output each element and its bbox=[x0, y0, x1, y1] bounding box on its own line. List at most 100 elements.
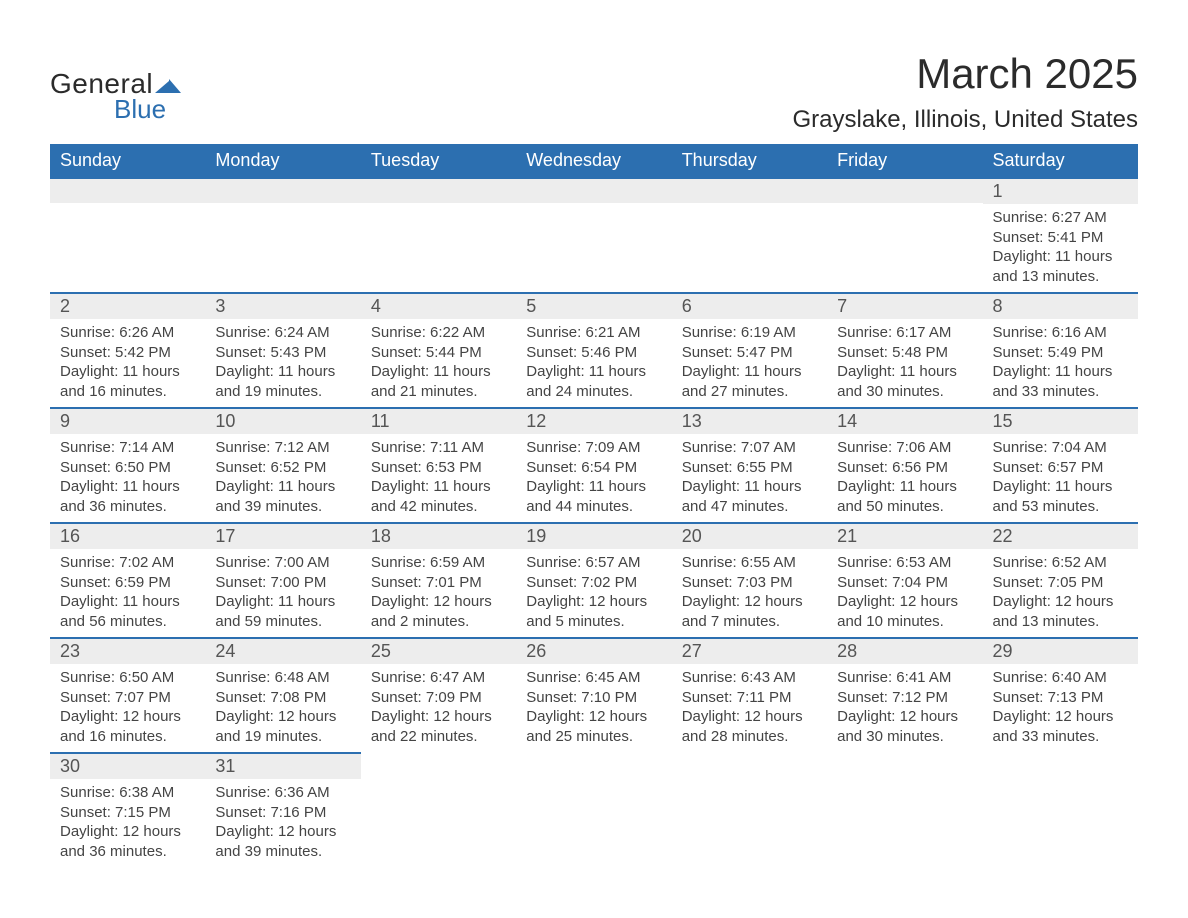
day-number: 1 bbox=[983, 179, 1138, 204]
day-details: Sunrise: 6:53 AMSunset: 7:04 PMDaylight:… bbox=[827, 549, 982, 637]
sunset-line: Sunset: 5:49 PM bbox=[993, 343, 1128, 363]
empty-day-body bbox=[516, 203, 671, 283]
calendar-cell: 30Sunrise: 6:38 AMSunset: 7:15 PMDayligh… bbox=[50, 753, 205, 867]
sunset-line: Sunset: 6:57 PM bbox=[993, 458, 1128, 478]
calendar-cell: 19Sunrise: 6:57 AMSunset: 7:02 PMDayligh… bbox=[516, 523, 671, 638]
day-details: Sunrise: 6:26 AMSunset: 5:42 PMDaylight:… bbox=[50, 319, 205, 407]
sunrise-line: Sunrise: 6:22 AM bbox=[371, 323, 506, 343]
sunset-line: Sunset: 7:05 PM bbox=[993, 573, 1128, 593]
sunrise-line: Sunrise: 6:55 AM bbox=[682, 553, 817, 573]
day-number: 3 bbox=[205, 294, 360, 319]
sunrise-line: Sunrise: 6:19 AM bbox=[682, 323, 817, 343]
calendar-cell: 31Sunrise: 6:36 AMSunset: 7:16 PMDayligh… bbox=[205, 753, 360, 867]
day-number: 29 bbox=[983, 639, 1138, 664]
daylight-line: Daylight: 11 hours and 50 minutes. bbox=[837, 477, 972, 516]
sunset-line: Sunset: 6:50 PM bbox=[60, 458, 195, 478]
daylight-line: Daylight: 11 hours and 59 minutes. bbox=[215, 592, 350, 631]
sunset-line: Sunset: 5:47 PM bbox=[682, 343, 817, 363]
sunrise-line: Sunrise: 6:50 AM bbox=[60, 668, 195, 688]
sunrise-line: Sunrise: 7:02 AM bbox=[60, 553, 195, 573]
day-number: 16 bbox=[50, 524, 205, 549]
daylight-line: Daylight: 11 hours and 47 minutes. bbox=[682, 477, 817, 516]
sunset-line: Sunset: 7:15 PM bbox=[60, 803, 195, 823]
day-number: 2 bbox=[50, 294, 205, 319]
sunset-line: Sunset: 7:03 PM bbox=[682, 573, 817, 593]
day-details: Sunrise: 6:43 AMSunset: 7:11 PMDaylight:… bbox=[672, 664, 827, 752]
daylight-line: Daylight: 12 hours and 22 minutes. bbox=[371, 707, 506, 746]
calendar-table: SundayMondayTuesdayWednesdayThursdayFrid… bbox=[50, 144, 1138, 867]
daylight-line: Daylight: 12 hours and 25 minutes. bbox=[526, 707, 661, 746]
day-details: Sunrise: 7:14 AMSunset: 6:50 PMDaylight:… bbox=[50, 434, 205, 522]
day-details: Sunrise: 6:17 AMSunset: 5:48 PMDaylight:… bbox=[827, 319, 982, 407]
day-number: 28 bbox=[827, 639, 982, 664]
calendar-cell bbox=[516, 753, 671, 867]
sunrise-line: Sunrise: 6:41 AM bbox=[837, 668, 972, 688]
calendar-week-row: 2Sunrise: 6:26 AMSunset: 5:42 PMDaylight… bbox=[50, 293, 1138, 408]
day-details: Sunrise: 6:55 AMSunset: 7:03 PMDaylight:… bbox=[672, 549, 827, 637]
empty-day-number bbox=[827, 179, 982, 203]
calendar-cell bbox=[827, 178, 982, 293]
sunset-line: Sunset: 6:59 PM bbox=[60, 573, 195, 593]
weekday-header: Thursday bbox=[672, 144, 827, 178]
calendar-cell bbox=[361, 753, 516, 867]
calendar-cell: 9Sunrise: 7:14 AMSunset: 6:50 PMDaylight… bbox=[50, 408, 205, 523]
calendar-cell bbox=[827, 753, 982, 867]
calendar-cell bbox=[361, 178, 516, 293]
day-details: Sunrise: 6:50 AMSunset: 7:07 PMDaylight:… bbox=[50, 664, 205, 752]
sunrise-line: Sunrise: 6:24 AM bbox=[215, 323, 350, 343]
sunrise-line: Sunrise: 7:00 AM bbox=[215, 553, 350, 573]
sunrise-line: Sunrise: 7:11 AM bbox=[371, 438, 506, 458]
sunrise-line: Sunrise: 6:52 AM bbox=[993, 553, 1128, 573]
day-details: Sunrise: 6:19 AMSunset: 5:47 PMDaylight:… bbox=[672, 319, 827, 407]
daylight-line: Daylight: 11 hours and 24 minutes. bbox=[526, 362, 661, 401]
calendar-cell: 4Sunrise: 6:22 AMSunset: 5:44 PMDaylight… bbox=[361, 293, 516, 408]
sunset-line: Sunset: 5:42 PM bbox=[60, 343, 195, 363]
calendar-cell: 23Sunrise: 6:50 AMSunset: 7:07 PMDayligh… bbox=[50, 638, 205, 753]
calendar-cell: 20Sunrise: 6:55 AMSunset: 7:03 PMDayligh… bbox=[672, 523, 827, 638]
calendar-cell: 3Sunrise: 6:24 AMSunset: 5:43 PMDaylight… bbox=[205, 293, 360, 408]
day-details: Sunrise: 7:12 AMSunset: 6:52 PMDaylight:… bbox=[205, 434, 360, 522]
daylight-line: Daylight: 12 hours and 16 minutes. bbox=[60, 707, 195, 746]
calendar-cell bbox=[516, 178, 671, 293]
daylight-line: Daylight: 12 hours and 10 minutes. bbox=[837, 592, 972, 631]
day-number: 19 bbox=[516, 524, 671, 549]
day-number: 22 bbox=[983, 524, 1138, 549]
daylight-line: Daylight: 12 hours and 30 minutes. bbox=[837, 707, 972, 746]
calendar-cell: 21Sunrise: 6:53 AMSunset: 7:04 PMDayligh… bbox=[827, 523, 982, 638]
daylight-line: Daylight: 12 hours and 5 minutes. bbox=[526, 592, 661, 631]
empty-day-body bbox=[672, 203, 827, 283]
logo-text-blue: Blue bbox=[114, 94, 166, 125]
calendar-cell: 1Sunrise: 6:27 AMSunset: 5:41 PMDaylight… bbox=[983, 178, 1138, 293]
day-details: Sunrise: 6:22 AMSunset: 5:44 PMDaylight:… bbox=[361, 319, 516, 407]
empty-day-body bbox=[361, 203, 516, 283]
sunrise-line: Sunrise: 6:47 AM bbox=[371, 668, 506, 688]
daylight-line: Daylight: 11 hours and 19 minutes. bbox=[215, 362, 350, 401]
empty-day-number bbox=[361, 179, 516, 203]
day-details: Sunrise: 6:41 AMSunset: 7:12 PMDaylight:… bbox=[827, 664, 982, 752]
calendar-cell bbox=[983, 753, 1138, 867]
daylight-line: Daylight: 12 hours and 13 minutes. bbox=[993, 592, 1128, 631]
day-number: 15 bbox=[983, 409, 1138, 434]
sunrise-line: Sunrise: 6:40 AM bbox=[993, 668, 1128, 688]
calendar-cell: 15Sunrise: 7:04 AMSunset: 6:57 PMDayligh… bbox=[983, 408, 1138, 523]
sunset-line: Sunset: 6:55 PM bbox=[682, 458, 817, 478]
sunset-line: Sunset: 5:46 PM bbox=[526, 343, 661, 363]
sunset-line: Sunset: 7:04 PM bbox=[837, 573, 972, 593]
daylight-line: Daylight: 12 hours and 19 minutes. bbox=[215, 707, 350, 746]
sunset-line: Sunset: 5:48 PM bbox=[837, 343, 972, 363]
sunset-line: Sunset: 7:13 PM bbox=[993, 688, 1128, 708]
sunset-line: Sunset: 7:07 PM bbox=[60, 688, 195, 708]
sunrise-line: Sunrise: 6:38 AM bbox=[60, 783, 195, 803]
calendar-cell: 27Sunrise: 6:43 AMSunset: 7:11 PMDayligh… bbox=[672, 638, 827, 753]
calendar-cell: 17Sunrise: 7:00 AMSunset: 7:00 PMDayligh… bbox=[205, 523, 360, 638]
day-details: Sunrise: 6:38 AMSunset: 7:15 PMDaylight:… bbox=[50, 779, 205, 867]
calendar-cell: 13Sunrise: 7:07 AMSunset: 6:55 PMDayligh… bbox=[672, 408, 827, 523]
day-details: Sunrise: 7:09 AMSunset: 6:54 PMDaylight:… bbox=[516, 434, 671, 522]
logo: General Blue bbox=[50, 68, 181, 125]
empty-day-number bbox=[516, 179, 671, 203]
day-details: Sunrise: 6:24 AMSunset: 5:43 PMDaylight:… bbox=[205, 319, 360, 407]
daylight-line: Daylight: 12 hours and 39 minutes. bbox=[215, 822, 350, 861]
day-number: 21 bbox=[827, 524, 982, 549]
calendar-cell: 7Sunrise: 6:17 AMSunset: 5:48 PMDaylight… bbox=[827, 293, 982, 408]
location-subtitle: Grayslake, Illinois, United States bbox=[793, 106, 1138, 134]
